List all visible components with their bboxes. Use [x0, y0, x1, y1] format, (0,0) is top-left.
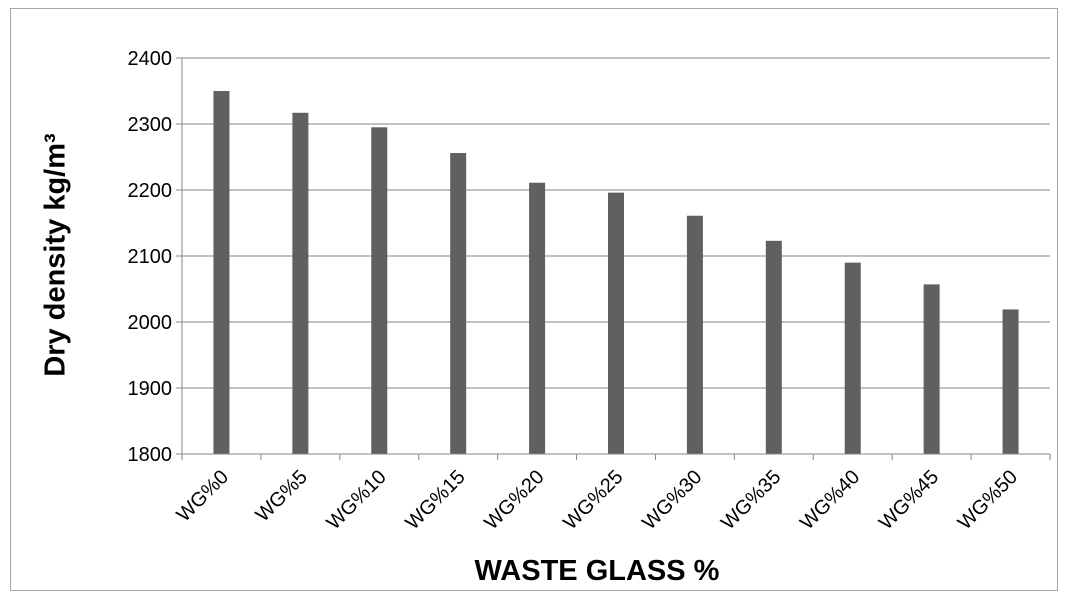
y-tick-label: 2400 [128, 48, 173, 70]
x-axis-title: WASTE GLASS % [475, 555, 720, 587]
x-tick-label: WG%40 [796, 466, 864, 534]
bar-WG%10 [371, 127, 388, 455]
y-axis-title: Dry density kg/m³ [40, 133, 72, 377]
x-tick-label: WG%25 [559, 466, 627, 534]
x-tick-label: WG%30 [638, 466, 706, 534]
bar-WG%0 [213, 91, 230, 454]
y-tick-label: 2000 [128, 312, 173, 334]
bar-WG%25 [608, 192, 624, 454]
x-tick-label: WG%5 [252, 466, 312, 526]
x-tick-labels: WG%0 WG%5 WG%10 WG%15 WG%20 WG%25 WG%30 WG%35 WG… [173, 466, 1022, 534]
y-tick-label: 1800 [128, 444, 173, 466]
bars [213, 91, 1019, 455]
y-tick-label: 2300 [128, 114, 173, 136]
x-tick-label: WG%10 [323, 466, 391, 534]
y-tick-label: 2100 [128, 246, 173, 268]
bar-WG%35 [765, 240, 782, 454]
bar-WG%5 [292, 112, 309, 454]
y-tick-label: 2200 [128, 180, 173, 202]
x-tick-label: WG%50 [954, 466, 1022, 534]
y-tick-labels: 1800 1900 2000 2100 2200 2300 2400 [128, 48, 173, 466]
axes [181, 58, 1051, 460]
x-tick-label: WG%45 [875, 466, 943, 534]
bar-WG%15 [450, 153, 467, 455]
x-tick-label: WG%15 [402, 466, 470, 534]
bar-WG%20 [529, 182, 546, 455]
bar-WG%50 [1002, 309, 1019, 454]
x-tick-label: WG%35 [717, 466, 785, 534]
bar-WG%40 [844, 262, 861, 454]
y-tick-label: 1900 [128, 378, 173, 400]
bar-WG%45 [923, 284, 940, 454]
x-tick-label: WG%20 [480, 466, 548, 534]
x-tick-label: WG%0 [173, 466, 233, 526]
bar-WG%30 [686, 215, 703, 454]
